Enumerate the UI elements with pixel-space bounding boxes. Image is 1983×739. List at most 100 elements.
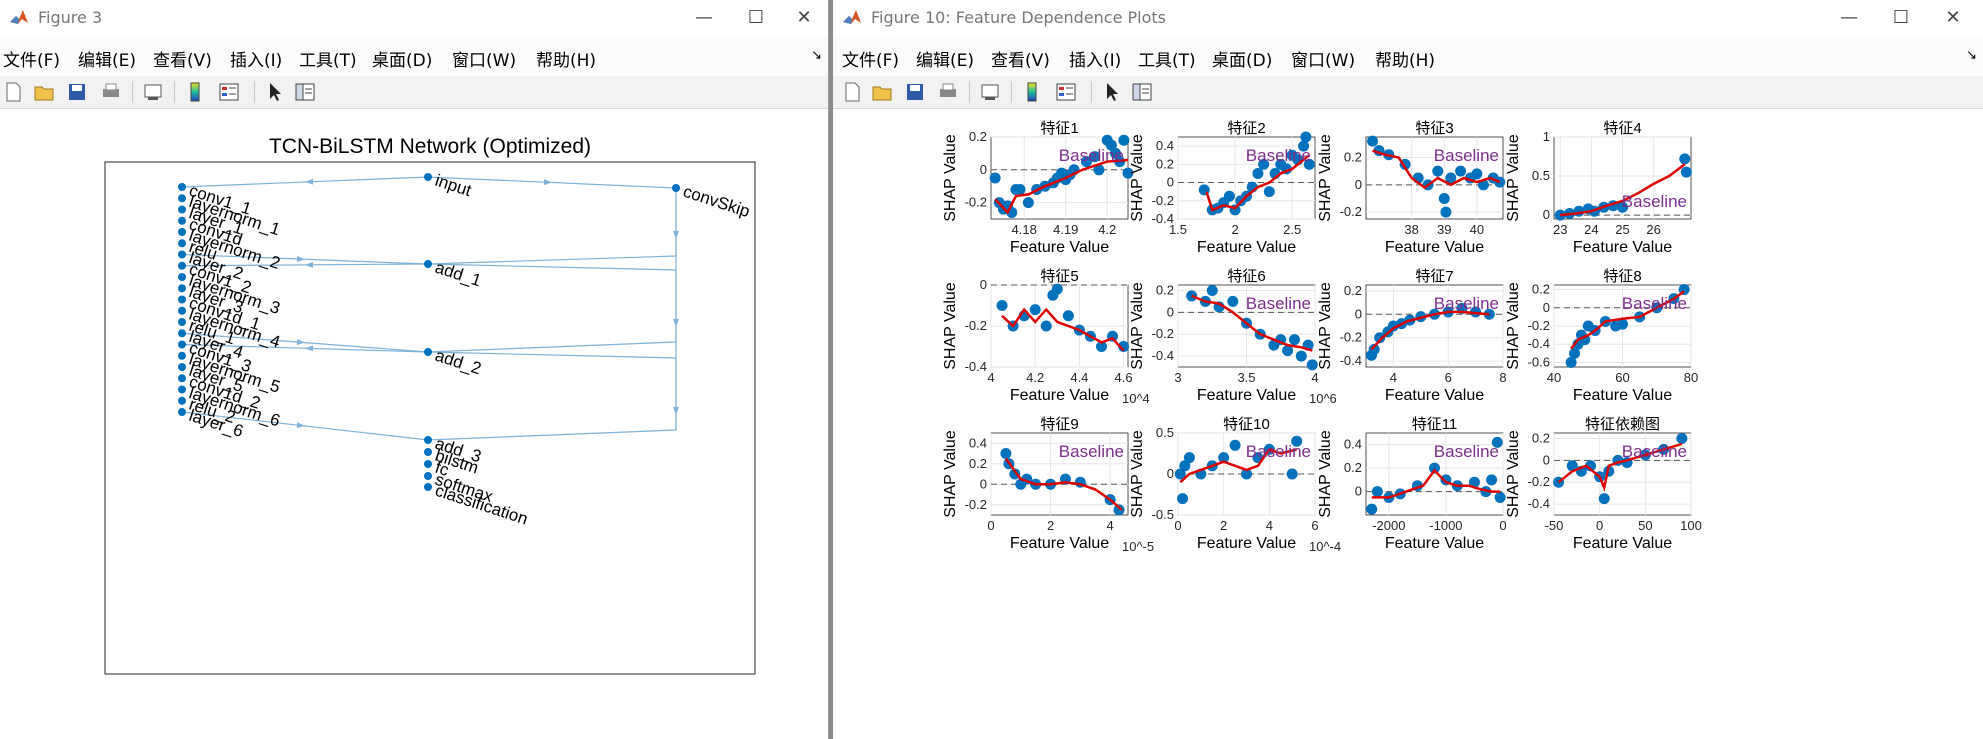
- open-folder-icon[interactable]: [871, 81, 893, 103]
- subplot-title: 特征依赖图: [1585, 416, 1660, 433]
- shap-point: [1569, 347, 1581, 359]
- titlebar[interactable]: Figure 3 — ☐ ✕: [0, 0, 828, 36]
- graph-node-conv1d_1[interactable]: [178, 295, 186, 304]
- menu-edit[interactable]: 编辑(E): [78, 51, 137, 71]
- menubar: 文件(F) 编辑(E) 查看(V) 插入(I) 工具(T) 桌面(D) 窗口(W…: [0, 36, 828, 76]
- menu-file[interactable]: 文件(F): [842, 51, 900, 71]
- graph-node-layer_4[interactable]: [178, 329, 186, 338]
- save-icon[interactable]: [904, 81, 926, 103]
- menu-tools[interactable]: 工具(T): [1138, 51, 1196, 71]
- pointer-icon[interactable]: [1101, 81, 1123, 103]
- print-icon[interactable]: [100, 81, 122, 103]
- graph-node-conv1_2[interactable]: [178, 261, 186, 270]
- menu-window[interactable]: 窗口(W): [452, 51, 517, 71]
- graph-node-fc[interactable]: [424, 460, 432, 468]
- shap-point: [1218, 452, 1230, 464]
- graph-node-layer_2[interactable]: [178, 250, 186, 259]
- new-file-icon[interactable]: [841, 81, 863, 103]
- edge-arrow-icon: [305, 261, 314, 268]
- shap-point: [1445, 172, 1457, 184]
- graph-node-layernorm_1[interactable]: [178, 194, 186, 203]
- close-button[interactable]: ✕: [796, 7, 812, 28]
- minimize-button[interactable]: —: [695, 7, 713, 28]
- graph-node-softmax[interactable]: [424, 472, 432, 480]
- x-axis-label: Feature Value: [1385, 535, 1484, 552]
- minimize-button[interactable]: —: [1840, 7, 1858, 28]
- graph-node-layernorm_2[interactable]: [178, 228, 186, 236]
- property-editor-icon[interactable]: [1131, 81, 1153, 103]
- x-tick-label: 0: [1499, 518, 1506, 533]
- menu-insert[interactable]: 插入(I): [230, 51, 283, 71]
- figure-canvas: TCN-BiLSTM Network (Optimized) conv1_1 la…: [0, 109, 828, 739]
- y-tick-label: 0.2: [1344, 283, 1362, 298]
- graph-node-layer_5[interactable]: [178, 363, 186, 371]
- baseline-label: Baseline: [1434, 442, 1499, 461]
- graph-node-bilstm[interactable]: [424, 448, 432, 456]
- menu-file[interactable]: 文件(F): [3, 51, 61, 71]
- new-file-icon[interactable]: [2, 81, 24, 103]
- graph-node-layernorm_6[interactable]: [178, 385, 186, 394]
- graph-node-classification[interactable]: [424, 483, 432, 491]
- graph-node-layernorm_5[interactable]: [178, 351, 186, 360]
- shap-point: [1227, 295, 1239, 307]
- print-icon[interactable]: [937, 81, 959, 103]
- maximize-button[interactable]: ☐: [1892, 7, 1910, 28]
- x-axis-label: Feature Value: [1573, 387, 1672, 404]
- y-tick-label: 0.2: [969, 129, 987, 144]
- menu-desktop[interactable]: 桌面(D): [1212, 51, 1273, 71]
- print-preview-icon[interactable]: [142, 81, 164, 103]
- graph-node-layernorm_4[interactable]: [178, 306, 186, 315]
- menu-view[interactable]: 查看(V): [153, 51, 212, 71]
- titlebar[interactable]: Figure 10: Feature Dependence Plots — ☐ …: [833, 0, 1983, 36]
- graph-node-layernorm_3[interactable]: [178, 273, 186, 281]
- shap-point: [1093, 164, 1105, 176]
- colorbar-icon[interactable]: [184, 81, 206, 103]
- graph-node-add_1[interactable]: [424, 260, 432, 268]
- graph-node-layer_1[interactable]: [178, 205, 186, 214]
- property-editor-icon[interactable]: [294, 81, 316, 103]
- graph-node-layer_3[interactable]: [178, 284, 186, 293]
- menu-window[interactable]: 窗口(W): [1291, 51, 1356, 71]
- y-tick-label: -0.5: [1152, 507, 1174, 522]
- open-folder-icon[interactable]: [33, 81, 55, 103]
- graph-node-add_3[interactable]: [424, 436, 432, 444]
- x-tick-label: 6: [1311, 518, 1318, 533]
- pointer-icon[interactable]: [264, 81, 286, 103]
- menu-view[interactable]: 查看(V): [991, 51, 1050, 71]
- graph-node-relu_2[interactable]: [178, 396, 186, 405]
- graph-node-layer_6[interactable]: [178, 408, 186, 416]
- menu-desktop[interactable]: 桌面(D): [372, 51, 433, 71]
- menu-dock-arrow-icon[interactable]: ↘: [811, 48, 822, 63]
- legend-icon[interactable]: [1055, 81, 1077, 103]
- y-axis-label: SHAP Value: [942, 282, 959, 370]
- graph-node-conv1d[interactable]: [178, 216, 186, 225]
- trend-line: [1191, 294, 1313, 352]
- maximize-button[interactable]: ☐: [747, 7, 765, 28]
- menu-edit[interactable]: 编辑(E): [916, 51, 975, 71]
- menu-dock-arrow-icon[interactable]: ↘: [1966, 48, 1977, 63]
- menu-help[interactable]: 帮助(H): [536, 51, 597, 71]
- shap-point: [1179, 460, 1191, 472]
- legend-icon[interactable]: [218, 81, 240, 103]
- trend-line: [1205, 154, 1311, 212]
- save-icon[interactable]: [66, 81, 88, 103]
- print-preview-icon[interactable]: [979, 81, 1001, 103]
- y-tick-label: 0.2: [969, 456, 987, 471]
- graph-node-conv1d_2[interactable]: [178, 374, 186, 383]
- menu-tools[interactable]: 工具(T): [299, 51, 357, 71]
- graph-node-input[interactable]: [424, 173, 432, 181]
- menu-insert[interactable]: 插入(I): [1069, 51, 1122, 71]
- subplot-title: 特征6: [1227, 268, 1265, 285]
- colorbar-icon[interactable]: [1021, 81, 1043, 103]
- close-button[interactable]: ✕: [1945, 7, 1961, 28]
- graph-node-relu[interactable]: [178, 239, 186, 248]
- menu-help[interactable]: 帮助(H): [1375, 51, 1436, 71]
- graph-node-relu_1[interactable]: [178, 318, 186, 326]
- x-axis-label: Feature Value: [1385, 239, 1484, 256]
- graph-node-add_2[interactable]: [424, 348, 432, 356]
- graph-node-convSkip[interactable]: [672, 184, 680, 192]
- shap-point: [1177, 493, 1189, 505]
- graph-node-conv1_3[interactable]: [178, 340, 186, 349]
- baseline-label: Baseline: [1434, 146, 1499, 165]
- graph-node-conv1_1[interactable]: [178, 183, 186, 191]
